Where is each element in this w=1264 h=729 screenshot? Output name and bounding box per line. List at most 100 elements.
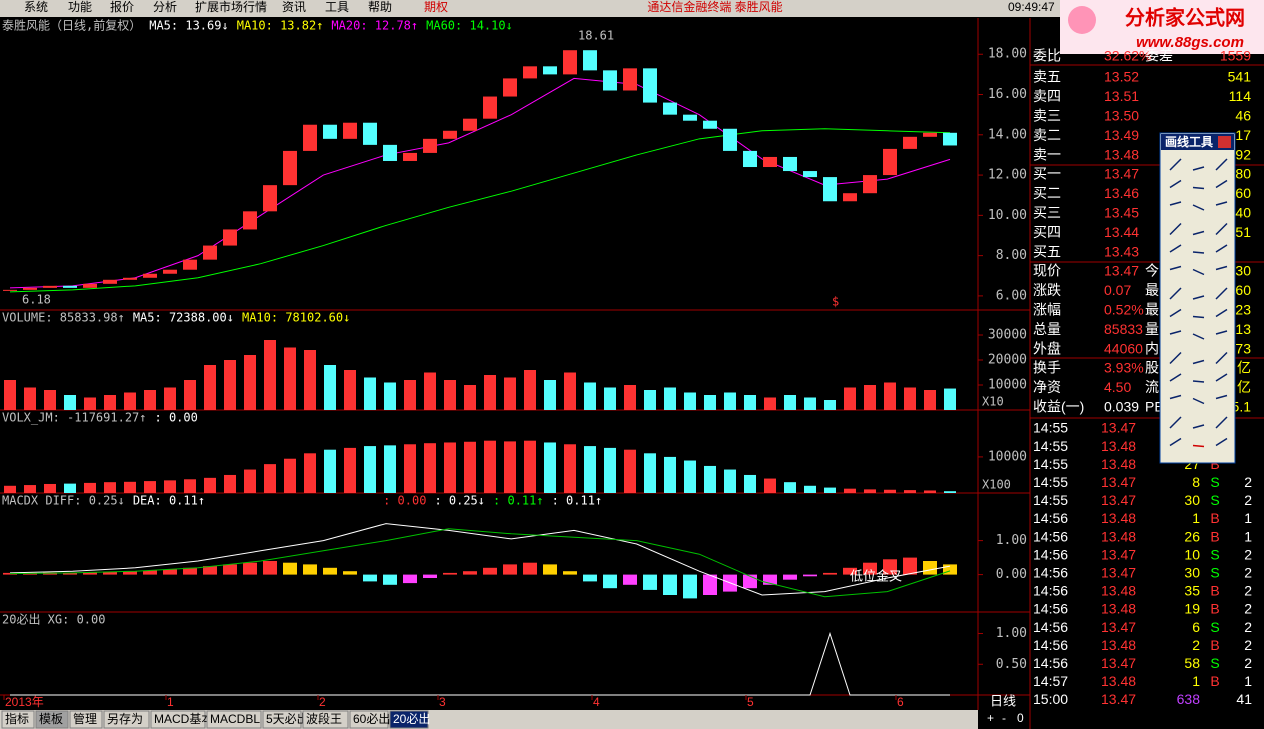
tab[interactable]	[69, 710, 103, 729]
tool-button[interactable]	[1213, 242, 1230, 259]
tool-button[interactable]	[1167, 392, 1184, 410]
tab[interactable]	[349, 710, 389, 729]
candle	[183, 259, 197, 270]
tick-cell: 35	[1184, 583, 1200, 599]
tool-button[interactable]	[1213, 263, 1230, 281]
tool-button[interactable]	[1167, 306, 1184, 324]
book-cell: 13.50	[1104, 108, 1139, 124]
bar	[284, 347, 296, 410]
tool-icon	[1215, 179, 1228, 189]
annotation: $	[832, 295, 839, 309]
scale-label: X100	[982, 478, 1011, 492]
menu-item[interactable]: 扩展市场行情	[195, 0, 267, 14]
macd-bar	[163, 569, 177, 575]
tool-button[interactable]	[1190, 306, 1207, 324]
bar	[904, 387, 916, 410]
book-cell: 卖二	[1033, 127, 1061, 143]
tool-button[interactable]	[1190, 242, 1207, 259]
menu-item[interactable]: 资讯	[282, 0, 306, 14]
candle	[223, 229, 237, 246]
stat-cell: 0.52%	[1104, 302, 1144, 318]
candle	[663, 102, 677, 115]
bar	[864, 385, 876, 410]
toolbar-close[interactable]	[1218, 136, 1231, 148]
tick-cell: 14:57	[1033, 673, 1068, 689]
tab[interactable]	[262, 710, 302, 729]
tab[interactable]	[103, 710, 150, 729]
tool-button[interactable]	[1213, 306, 1230, 324]
tick-cell: 41	[1236, 691, 1252, 707]
bar	[24, 485, 36, 493]
tool-button[interactable]	[1167, 371, 1184, 388]
tab[interactable]	[389, 710, 429, 729]
bar	[504, 377, 516, 410]
stat-cell: 3.93%	[1104, 360, 1144, 376]
tab[interactable]	[35, 710, 69, 729]
drawing-toolbar[interactable]: 画线工具	[1159, 132, 1236, 464]
bar	[824, 487, 836, 493]
tick-cell: 14:55	[1033, 492, 1068, 508]
y-tick-label: 8.00	[996, 248, 1027, 263]
zoom-button[interactable]: -	[1002, 711, 1006, 725]
tick-cell: 13.47	[1101, 474, 1136, 490]
menu-item[interactable]: 报价	[110, 0, 134, 14]
tick-cell: 13.48	[1101, 583, 1136, 599]
candle	[483, 96, 497, 119]
tool-button[interactable]	[1190, 349, 1207, 367]
tool-button[interactable]	[1167, 435, 1184, 453]
candle	[523, 66, 537, 79]
tool-button[interactable]	[1190, 156, 1207, 173]
macd-bar	[203, 566, 217, 575]
menu-item[interactable]: 工具	[325, 0, 349, 14]
tab[interactable]	[206, 710, 262, 729]
stat-cell: 85833	[1104, 321, 1143, 337]
tool-icon	[1192, 166, 1205, 171]
tab[interactable]	[1, 710, 35, 729]
tool-button[interactable]	[1190, 285, 1207, 302]
bar	[944, 491, 956, 493]
tool-button[interactable]	[1213, 435, 1230, 453]
bar	[524, 370, 536, 410]
tool-button[interactable]	[1167, 263, 1184, 281]
tool-button[interactable]	[1190, 414, 1207, 431]
macd-bar	[823, 572, 837, 575]
bar	[164, 387, 176, 410]
menu-item[interactable]: 分析	[153, 0, 177, 14]
tool-icon	[1169, 416, 1182, 429]
tool-button[interactable]	[1190, 220, 1207, 238]
tool-button[interactable]	[1167, 242, 1184, 259]
tool-button[interactable]	[1213, 199, 1230, 216]
menu-item[interactable]: 功能	[68, 0, 92, 14]
macd-bar	[343, 571, 357, 575]
candle	[603, 70, 617, 91]
zoom-button[interactable]: +	[987, 711, 994, 725]
zoom-button[interactable]: 0	[1017, 711, 1024, 725]
menu-item[interactable]: 帮助	[368, 0, 392, 14]
tool-button[interactable]	[1167, 199, 1184, 216]
time-label: 5	[747, 695, 754, 709]
tick-cell: 13.48	[1101, 438, 1136, 454]
tool-button[interactable]	[1167, 328, 1184, 345]
tool-button[interactable]	[1190, 371, 1207, 388]
tab[interactable]	[150, 710, 206, 729]
stat-cell: 内	[1145, 340, 1159, 356]
tab[interactable]	[302, 710, 349, 729]
tool-icon	[1215, 222, 1228, 236]
tool-button[interactable]	[1213, 328, 1230, 345]
menu-item[interactable]: 系统	[24, 0, 48, 14]
scale-label: X10	[982, 395, 1004, 409]
bar	[424, 372, 436, 410]
candle	[683, 114, 697, 121]
tool-button[interactable]	[1190, 435, 1207, 453]
tool-button[interactable]	[1167, 177, 1184, 195]
bar	[424, 443, 436, 493]
tool-button[interactable]	[1213, 177, 1230, 195]
tool-button[interactable]	[1213, 371, 1230, 388]
tool-button[interactable]	[1190, 177, 1207, 195]
candle	[203, 245, 217, 260]
annotation: 18.61	[578, 29, 614, 43]
tool-button[interactable]	[1213, 392, 1230, 410]
menu-item[interactable]: 期权	[424, 0, 448, 14]
macd-bar	[863, 562, 877, 575]
tick-cell: 13.48	[1101, 528, 1136, 544]
